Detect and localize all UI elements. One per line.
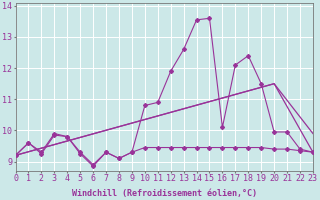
X-axis label: Windchill (Refroidissement éolien,°C): Windchill (Refroidissement éolien,°C) [72,189,257,198]
